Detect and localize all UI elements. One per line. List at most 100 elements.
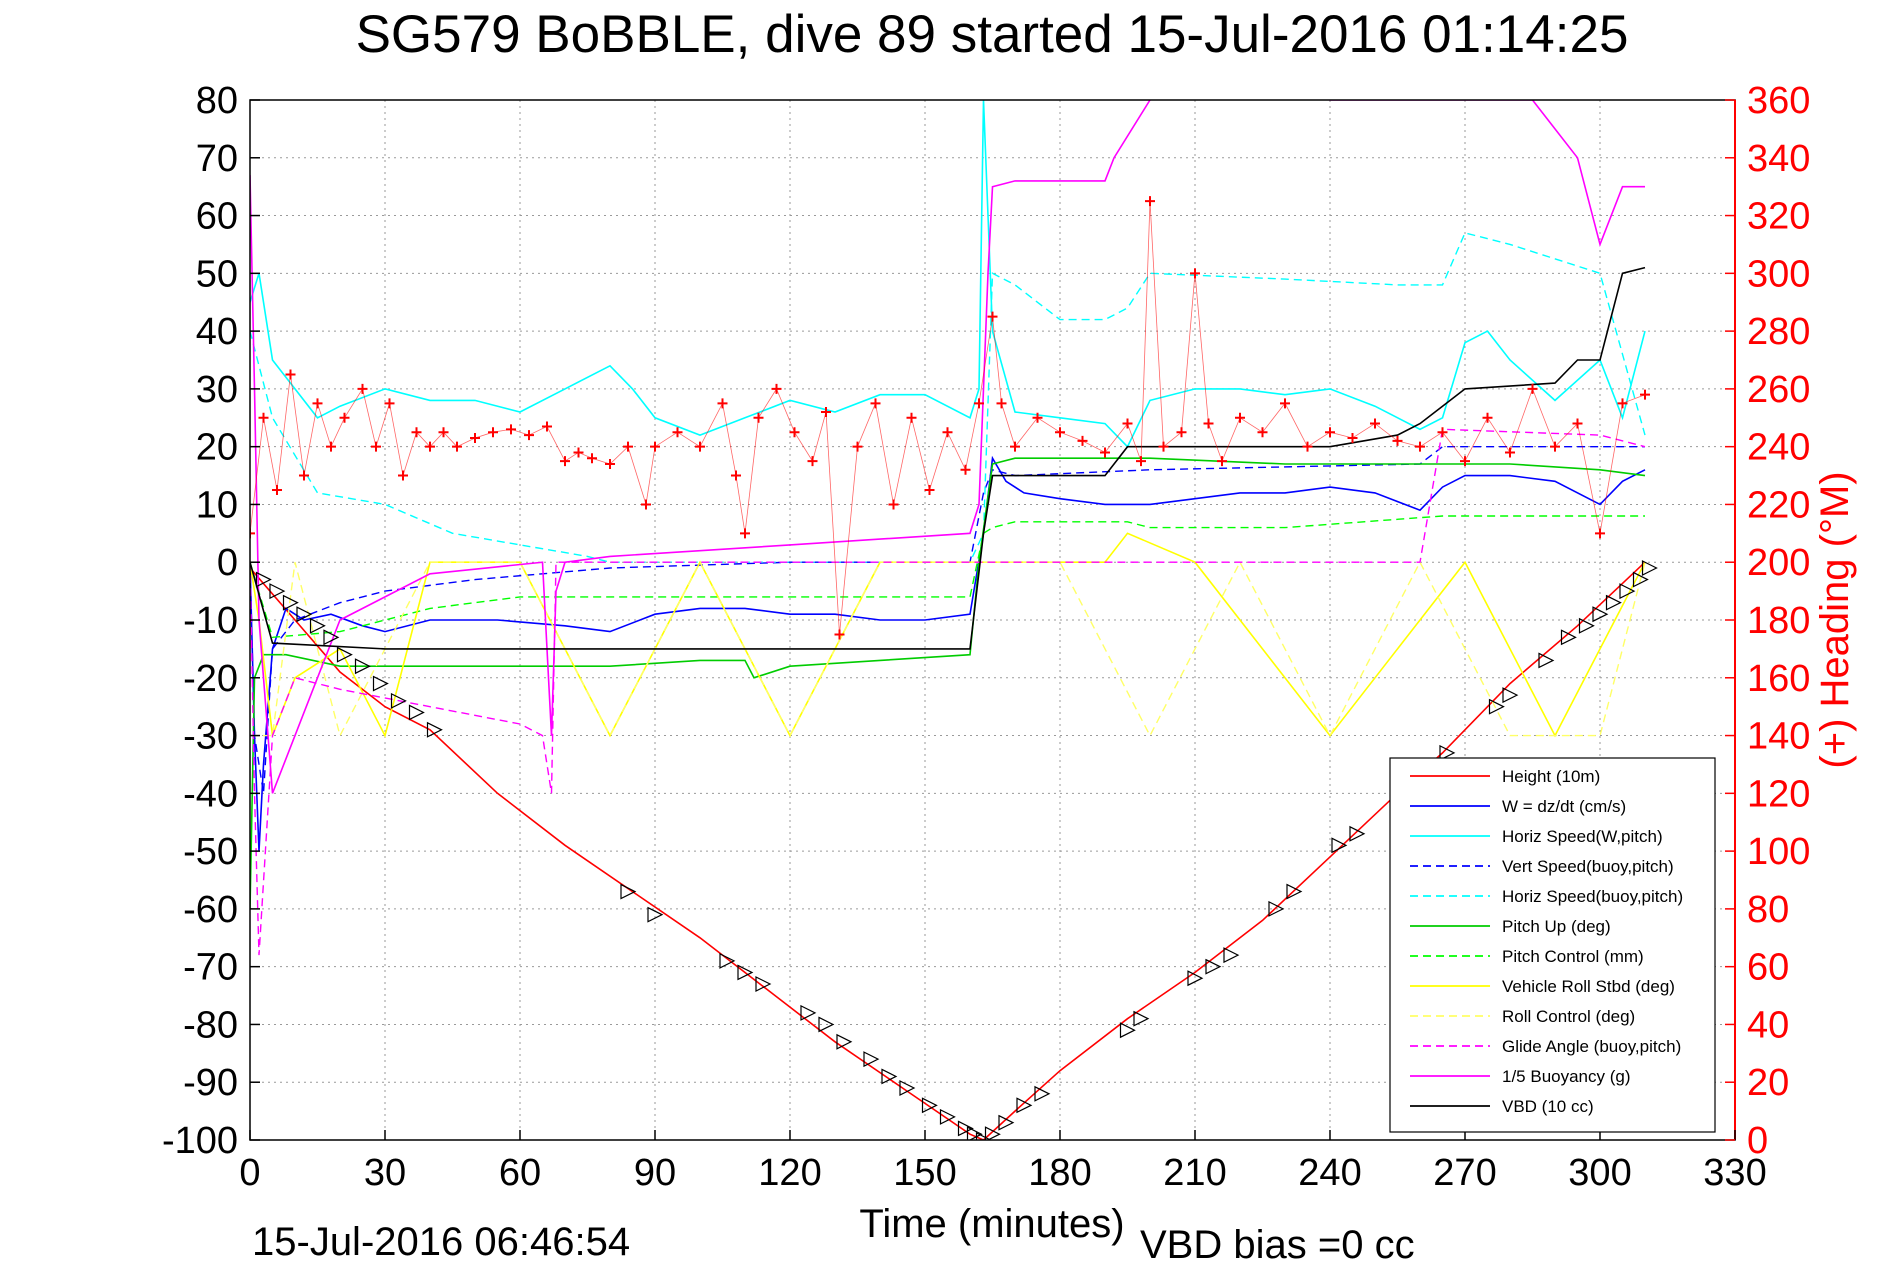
y-tick-label: 20	[196, 427, 238, 469]
x-axis-label: Time (minutes)	[859, 1202, 1124, 1246]
y-tick-label: 10	[196, 484, 238, 526]
height-marker	[1592, 606, 1609, 623]
y-axis-right: 3603403203002802602402202001801601401201…	[1725, 80, 1810, 1162]
height-marker	[1619, 583, 1636, 600]
x-tick-label: 0	[239, 1152, 260, 1194]
series-line-pitch-control-mm	[250, 515, 1645, 639]
y2-tick-label: 100	[1747, 831, 1810, 873]
y-axis-left: 80 70 60 50 40 30 20 10 0 -10 -20 -30 -40 -50 -60 -70 -8…	[162, 80, 260, 1162]
y2-tick-label: 280	[1747, 311, 1810, 353]
height-marker	[390, 692, 407, 709]
heading-point	[1640, 389, 1650, 400]
x-tick-label: 90	[634, 1152, 676, 1194]
height-marker	[1349, 825, 1366, 842]
y-tick-label: -70	[183, 947, 238, 989]
y2-tick-label: 320	[1747, 196, 1810, 238]
series-line-glide-angle-buoy-pitch	[250, 428, 1646, 956]
height-marker	[309, 617, 326, 634]
legend-label: Height (10m)	[1502, 767, 1600, 786]
legend: Height (10m) W = dz/dt (cm/s) Horiz Speed(…	[1389, 757, 1716, 1133]
height-marker	[984, 1126, 1001, 1140]
height-marker	[800, 1004, 817, 1021]
legend-label: Vert Speed(buoy,pitch)	[1502, 857, 1674, 876]
y2-tick-label: 80	[1747, 889, 1789, 931]
series-line-1-5-buoyancy-g	[250, 100, 1645, 794]
y2-tick-label: 140	[1747, 716, 1810, 758]
y-tick-label: -90	[183, 1062, 238, 1104]
y2-tick-label: 360	[1747, 80, 1810, 122]
legend-label: Horiz Speed(W,pitch)	[1502, 827, 1663, 846]
x-tick-label: 210	[1163, 1152, 1226, 1194]
heading-trace	[250, 201, 1646, 635]
height-marker	[426, 721, 443, 738]
height-marker	[647, 906, 664, 923]
legend-label: Horiz Speed(buoy,pitch)	[1502, 887, 1683, 906]
y2-axis-label: (+) Heading (°M)	[1813, 471, 1857, 768]
y-tick-label: -80	[183, 1004, 238, 1046]
height-marker	[966, 1126, 983, 1140]
legend-label: 1/5 Buoyancy (g)	[1502, 1067, 1631, 1086]
x-tick-label: 120	[758, 1152, 821, 1194]
legend-label: Roll Control (deg)	[1502, 1007, 1635, 1026]
x-tick-label: 240	[1298, 1152, 1361, 1194]
y-tick-label: -40	[183, 773, 238, 815]
height-marker	[323, 629, 340, 646]
y2-tick-label: 340	[1747, 138, 1810, 180]
height-marker	[296, 606, 313, 623]
height-marker	[1268, 900, 1285, 917]
series-line-vbd-10-cc	[250, 266, 1646, 650]
y2-tick-label: 240	[1747, 427, 1810, 469]
y2-tick-label: 160	[1747, 658, 1810, 700]
y2-tick-label: 0	[1747, 1120, 1768, 1162]
vbd-bias-label: VBD bias =0 cc	[1140, 1223, 1415, 1262]
legend-label: Vehicle Roll Stbd (deg)	[1502, 977, 1675, 996]
x-tick-label: 60	[499, 1152, 541, 1194]
height-marker	[881, 1068, 898, 1085]
y-tick-label: -50	[183, 831, 238, 873]
height-marker	[336, 646, 353, 663]
height-marker	[1605, 594, 1622, 611]
height-marker	[1538, 652, 1555, 669]
y-tick-label: 60	[196, 196, 238, 238]
height-marker	[1119, 1022, 1136, 1039]
height-marker	[1205, 958, 1222, 975]
height-marker	[719, 952, 736, 969]
y-tick-label: -20	[183, 658, 238, 700]
y2-tick-label: 20	[1747, 1062, 1789, 1104]
y-tick-label: -30	[183, 716, 238, 758]
height-marker	[1632, 571, 1649, 588]
series-line-roll-control-deg	[250, 560, 1646, 738]
y-tick-label: 30	[196, 369, 238, 411]
x-tick-label: 180	[1028, 1152, 1091, 1194]
height-marker	[863, 1051, 880, 1068]
height-marker	[1133, 1010, 1150, 1027]
legend-label: Pitch Up (deg)	[1502, 917, 1611, 936]
legend-label: VBD (10 cc)	[1502, 1097, 1594, 1116]
legend-label: Glide Angle (buoy,pitch)	[1502, 1037, 1681, 1056]
y-tick-label: -60	[183, 889, 238, 931]
height-marker	[354, 658, 371, 675]
y2-tick-label: 300	[1747, 253, 1810, 295]
series-line-pitch-up-deg	[250, 457, 1646, 909]
footer-timestamp: 15-Jul-2016 06:46:54	[252, 1220, 630, 1262]
y-tick-label: 50	[196, 253, 238, 295]
heading-series	[250, 196, 1650, 640]
height-marker	[255, 571, 272, 588]
x-tick-label: 150	[893, 1152, 956, 1194]
height-marker	[1223, 947, 1240, 964]
y-tick-label: 80	[196, 80, 238, 122]
height-marker	[755, 976, 772, 992]
height-marker	[737, 964, 754, 981]
y2-tick-label: 120	[1747, 773, 1810, 815]
height-marker	[1502, 687, 1519, 704]
height-marker	[998, 1114, 1015, 1131]
y-tick-label: -100	[162, 1120, 238, 1162]
y2-tick-label: 60	[1747, 947, 1789, 989]
y2-tick-label: 180	[1747, 600, 1810, 642]
height-marker	[975, 1132, 992, 1140]
height-marker	[1560, 629, 1577, 646]
height-marker	[282, 594, 299, 611]
height-marker	[921, 1097, 938, 1114]
